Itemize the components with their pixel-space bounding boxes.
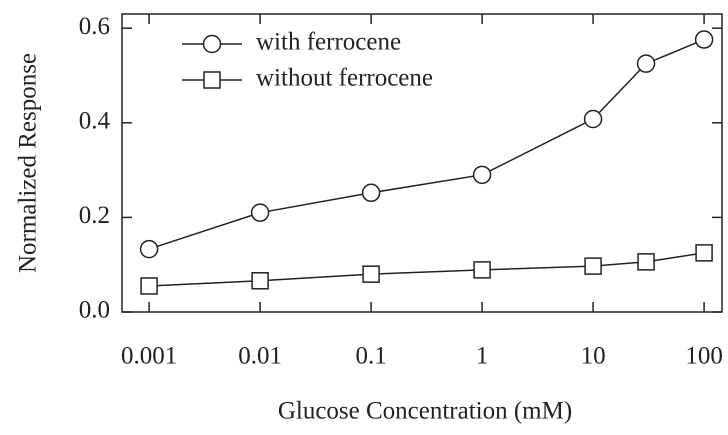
legend-label: without ferrocene bbox=[256, 65, 433, 92]
x-tick-label: 0.1 bbox=[355, 343, 386, 370]
marker bbox=[473, 261, 491, 279]
x-axis-label: Glucose Concentration (mM) bbox=[278, 398, 572, 425]
y-tick-label: 0.0 bbox=[79, 297, 110, 324]
y-tick-label: 0.6 bbox=[79, 13, 110, 40]
marker bbox=[583, 109, 603, 129]
legend-marker bbox=[203, 71, 221, 89]
x-tick-label: 0.001 bbox=[121, 343, 177, 370]
y-tick-label: 0.4 bbox=[79, 108, 111, 135]
y-axis-label: Normalized Response bbox=[15, 53, 42, 273]
legend-marker bbox=[202, 34, 222, 54]
x-tick-label: 0.01 bbox=[238, 343, 282, 370]
marker bbox=[140, 277, 158, 295]
y-tick-label: 0.2 bbox=[79, 202, 110, 229]
marker bbox=[637, 253, 655, 271]
legend-label: with ferrocene bbox=[256, 29, 401, 56]
marker bbox=[362, 265, 380, 283]
plot-frame bbox=[121, 13, 723, 313]
x-tick-label: 10 bbox=[581, 343, 606, 370]
marker bbox=[694, 30, 714, 49]
x-tick-label: 1 bbox=[476, 343, 489, 370]
marker bbox=[584, 257, 602, 275]
marker bbox=[251, 272, 269, 290]
x-tick-label: 100 bbox=[685, 343, 723, 370]
marker bbox=[472, 165, 492, 185]
marker bbox=[636, 54, 656, 73]
marker bbox=[361, 183, 381, 203]
marker bbox=[695, 244, 713, 262]
marker bbox=[250, 203, 270, 222]
series-line bbox=[149, 252, 705, 287]
marker bbox=[139, 239, 159, 259]
